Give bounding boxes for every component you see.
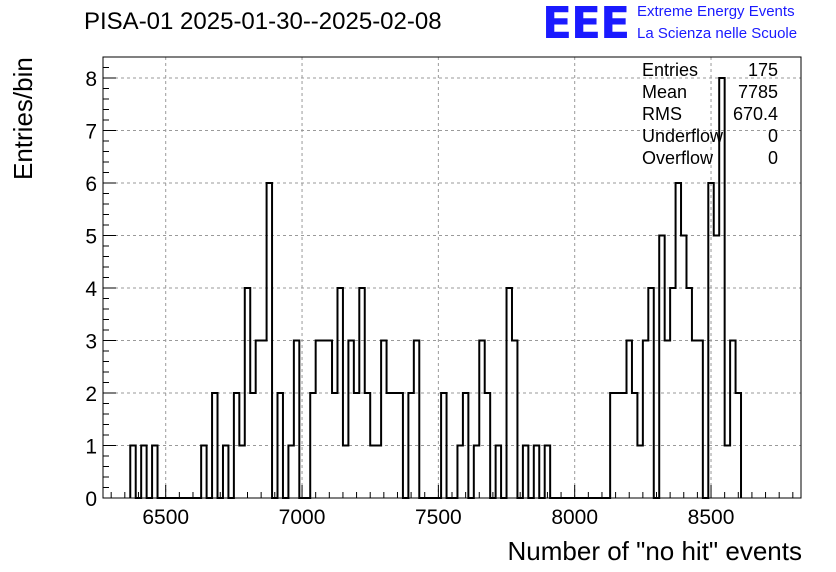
logo-line-1: Extreme Energy Events — [637, 3, 795, 20]
stats-value: 0 — [767, 126, 778, 146]
stats-value: 0 — [767, 148, 778, 168]
histogram-bin — [637, 446, 642, 499]
y-axis-label: Entries/bin — [8, 57, 38, 180]
y-tick-label: 4 — [85, 278, 97, 301]
stats-mean: Mean 7785 — [642, 82, 778, 104]
y-tick-label: 1 — [85, 436, 97, 459]
y-tick-label: 8 — [85, 68, 97, 91]
x-tick-label: 8500 — [688, 506, 735, 529]
x-tick-label: 7000 — [279, 506, 326, 529]
y-tick-label: 0 — [85, 488, 97, 511]
x-axis: 6500 7000 7500 8000 8500 — [110, 485, 794, 529]
stats-entries: Entries 175 — [642, 60, 778, 82]
y-tick-label: 2 — [85, 383, 97, 406]
y-tick-label: 6 — [85, 173, 97, 196]
stats-value: 670.4 — [732, 104, 778, 124]
histogram-bin — [261, 341, 266, 499]
logo-line-2: La Scienza nelle Scuole — [637, 25, 798, 42]
x-tick-label: 7500 — [415, 506, 462, 529]
stats-key: Overflow — [642, 148, 714, 168]
chart-title: PISA-01 2025-01-30--2025-02-08 — [84, 8, 442, 35]
stats-rms: RMS 670.4 — [642, 104, 778, 126]
histogram-bin — [714, 236, 719, 499]
stats-key: Underflow — [642, 126, 724, 146]
histogram-bin — [321, 341, 326, 499]
stats-overflow: Overflow 0 — [642, 148, 778, 170]
stats-value: 7785 — [737, 82, 778, 102]
histogram-bin — [343, 446, 348, 499]
y-tick-label: 7 — [85, 121, 97, 144]
stats-key: RMS — [642, 104, 682, 124]
y-axis: 0 1 2 3 4 5 6 7 8 — [85, 56, 116, 511]
stats-underflow: Underflow 0 — [642, 126, 778, 148]
stats-key: Entries — [642, 60, 699, 80]
y-tick-label: 5 — [85, 226, 97, 249]
grid-lines — [103, 57, 801, 498]
y-tick-label: 3 — [85, 331, 97, 354]
histogram-bin — [692, 341, 697, 499]
stats-key: Mean — [642, 82, 688, 102]
stats-box: Entries 175 Mean 7785 RMS 670.4 Underflo… — [642, 60, 778, 170]
histogram-bin — [725, 446, 730, 499]
histogram-bin — [665, 341, 670, 499]
histogram-bin — [239, 446, 244, 499]
stats-value: 175 — [747, 60, 778, 80]
eee-logo: EEE — [542, 0, 630, 49]
x-axis-label: Number of "no hit" events — [507, 536, 803, 566]
histogram-bin — [370, 446, 375, 499]
x-tick-label: 6500 — [142, 506, 189, 529]
x-tick-label: 8000 — [551, 506, 598, 529]
histogram-bin — [376, 446, 381, 499]
